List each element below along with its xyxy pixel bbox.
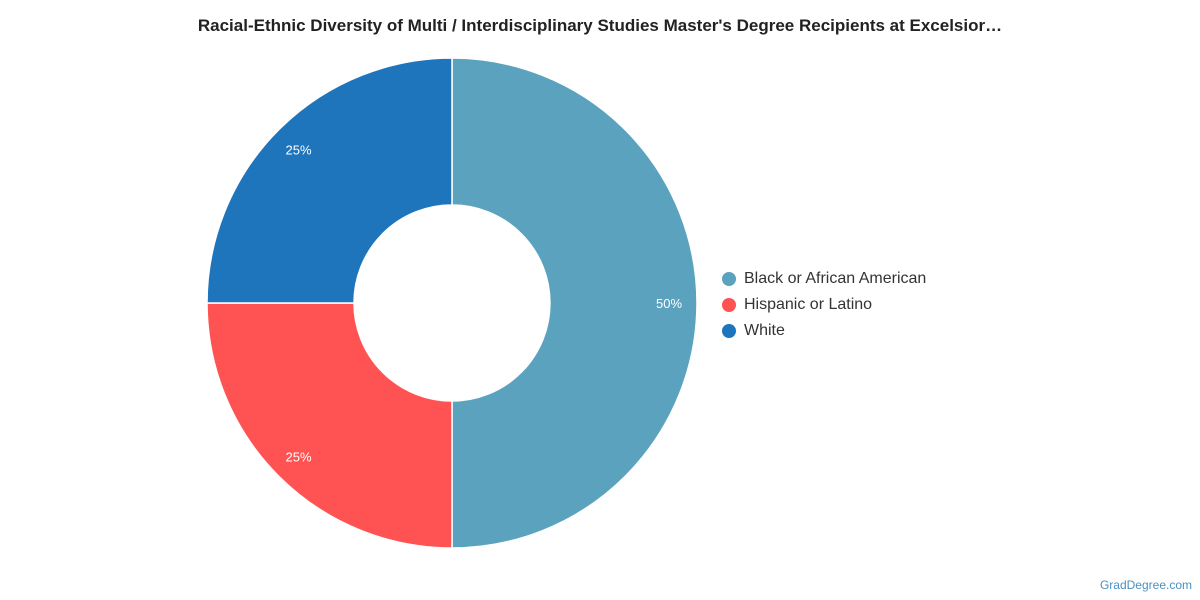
watermark-text[interactable]: GradDegree.com (1099, 578, 1192, 592)
donut-slice-black-or-african-american[interactable] (451, 57, 698, 549)
legend: Black or African American Hispanic or Lat… (720, 266, 926, 344)
legend-swatch (722, 298, 736, 312)
legend-swatch (722, 324, 736, 338)
legend-item[interactable]: Black or African American (720, 266, 926, 292)
slice-value-label: 25% (286, 143, 312, 158)
legend-item[interactable]: White (720, 318, 926, 344)
legend-swatch (722, 272, 736, 286)
donut-slice-hispanic-or-latino[interactable] (206, 302, 453, 549)
legend-label: Black or African American (744, 270, 927, 287)
legend-item[interactable]: Hispanic or Latino (720, 292, 926, 318)
donut-slice-white[interactable] (206, 57, 453, 304)
chart-title: Racial-Ethnic Diversity of Multi / Inter… (197, 16, 1003, 35)
legend-label: Hispanic or Latino (744, 296, 873, 313)
legend-label: White (744, 322, 785, 339)
slice-value-label: 25% (286, 449, 312, 464)
slice-value-label: 50% (656, 296, 682, 311)
